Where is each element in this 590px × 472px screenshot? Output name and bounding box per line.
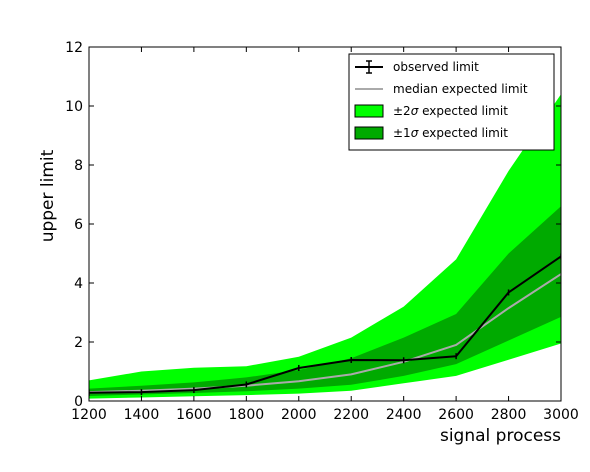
median-expected-line: [89, 273, 561, 394]
y-tick-label: 2: [74, 335, 83, 351]
y-tick-label: 8: [74, 158, 83, 174]
y-tick-label: 12: [65, 40, 83, 56]
x-axis-label: signal process: [440, 426, 561, 446]
y-tick-label: 6: [74, 217, 83, 233]
observed-line: [89, 255, 561, 394]
y-tick-label: 4: [74, 276, 83, 292]
x-tick-label: 1600: [176, 407, 212, 423]
y-tick-label: 10: [65, 99, 83, 115]
legend-label: observed limit: [393, 60, 479, 74]
x-tick-label: 2200: [333, 407, 369, 423]
legend-label: ±2σ expected limit: [393, 104, 508, 118]
legend-label: ±1σ expected limit: [393, 126, 508, 140]
x-tick-label: 1800: [229, 407, 265, 423]
x-tick-label: 1400: [124, 407, 160, 423]
y-tick-label: 0: [74, 394, 83, 410]
x-tick-label: 2400: [386, 407, 422, 423]
lines-layer: [89, 253, 561, 396]
ticks-layer: 1200 1400 1600 1800 2000 2200 2400 2600 2800 3000…: [65, 40, 579, 423]
x-tick-label: 2000: [281, 407, 317, 423]
legend-swatch: [354, 104, 384, 118]
x-tick-label: 1200: [71, 407, 107, 423]
legend-swatch: [354, 126, 384, 140]
y-axis-label: upper limit: [38, 149, 58, 242]
x-tick-label: 3000: [543, 407, 579, 423]
legend-label: median expected limit: [393, 82, 528, 96]
x-tick-label: 2800: [491, 407, 527, 423]
legend: observed limit median expected limit ±2σ e…: [348, 53, 555, 151]
x-tick-label: 2600: [438, 407, 474, 423]
